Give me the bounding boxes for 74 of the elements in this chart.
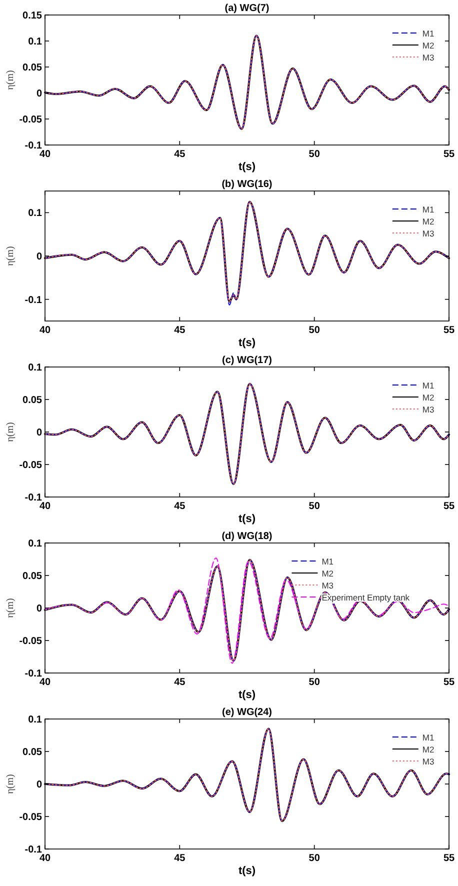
y-tick-label: 0.1	[28, 714, 42, 726]
y-tick-label: 0	[36, 88, 42, 100]
legend-label: M1	[422, 28, 434, 38]
x-tick-label: 40	[39, 501, 51, 512]
x-tick-label: 40	[39, 325, 51, 336]
chart-title: (b) WG(16)	[222, 179, 272, 190]
legend-label: M3	[422, 404, 434, 414]
y-axis-title: η(m)	[5, 598, 16, 618]
y-axis-title: η(m)	[5, 774, 16, 794]
x-tick-label: 45	[174, 677, 186, 688]
y-tick-label: 0	[36, 252, 42, 262]
x-tick-label: 50	[308, 501, 320, 512]
x-tick-label: 45	[174, 149, 186, 160]
y-axis-title: η(m)	[5, 422, 16, 442]
chart-title: (d) WG(18)	[222, 531, 272, 542]
y-tick-label: 0.05	[22, 395, 42, 406]
y-tick-label: -0.05	[19, 812, 42, 823]
chart-title: (c) WG(17)	[222, 355, 272, 366]
x-tick-label: 40	[39, 149, 51, 160]
legend-label: M2	[422, 216, 434, 226]
x-axis-title: t(s)	[238, 689, 256, 701]
y-tick-label: -0.05	[19, 114, 42, 126]
x-tick-label: 55	[443, 325, 455, 336]
x-axis-title: t(s)	[238, 513, 256, 525]
y-tick-label: 0.1	[28, 36, 42, 48]
chart-title: (e) WG(24)	[222, 707, 272, 718]
legend-label: M3	[422, 228, 434, 238]
x-tick-label: 50	[308, 853, 320, 864]
x-axis-title: t(s)	[238, 337, 256, 349]
y-tick-label: 0.05	[22, 747, 42, 758]
legend-label: M2	[322, 568, 334, 578]
y-tick-label: -0.1	[24, 492, 42, 504]
x-axis-title: t(s)	[238, 161, 256, 173]
chart-title: (a) WG(7)	[224, 3, 270, 14]
x-tick-label: 50	[308, 149, 320, 160]
x-tick-label: 40	[39, 853, 51, 864]
legend-label: M3	[322, 580, 334, 590]
x-tick-label: 45	[174, 325, 186, 336]
y-tick-label: -0.05	[19, 636, 42, 647]
y-tick-label: -0.05	[19, 460, 42, 471]
legend-label: M2	[422, 744, 434, 754]
x-tick-label: 55	[443, 149, 455, 160]
y-tick-label: 0.05	[22, 571, 42, 582]
legend-label: M1	[322, 556, 334, 566]
y-tick-label: 0.05	[22, 62, 42, 74]
y-tick-label: 0.1	[28, 362, 42, 374]
y-tick-label: 0.15	[22, 10, 42, 22]
x-tick-label: 40	[39, 677, 51, 688]
y-tick-label: 0	[36, 780, 42, 790]
y-tick-label: -0.1	[24, 668, 42, 680]
y-tick-label: -0.1	[24, 294, 42, 306]
y-tick-label: -0.1	[24, 140, 42, 152]
legend-label: M3	[422, 756, 434, 766]
x-tick-label: 55	[443, 501, 455, 512]
y-tick-label: 0	[36, 428, 42, 438]
x-tick-label: 55	[443, 677, 455, 688]
legend-label: M2	[422, 392, 434, 402]
x-tick-label: 55	[443, 853, 455, 864]
legend-label: M1	[422, 732, 434, 742]
y-axis-title: η(m)	[5, 246, 16, 266]
y-tick-label: -0.1	[24, 844, 42, 856]
x-axis-title: t(s)	[238, 865, 256, 877]
legend-label: M3	[422, 52, 434, 62]
legend-label: M1	[422, 380, 434, 390]
legend-label: M1	[422, 204, 434, 214]
y-tick-label: 0.1	[28, 538, 42, 550]
y-tick-label: 0	[36, 604, 42, 614]
y-tick-label: 0.1	[28, 208, 42, 220]
legend-label: M2	[422, 40, 434, 50]
y-axis-title: η(m)	[5, 70, 16, 90]
x-tick-label: 45	[174, 501, 186, 512]
x-tick-label: 50	[308, 677, 320, 688]
x-tick-label: 45	[174, 853, 186, 864]
x-tick-label: 50	[308, 325, 320, 336]
